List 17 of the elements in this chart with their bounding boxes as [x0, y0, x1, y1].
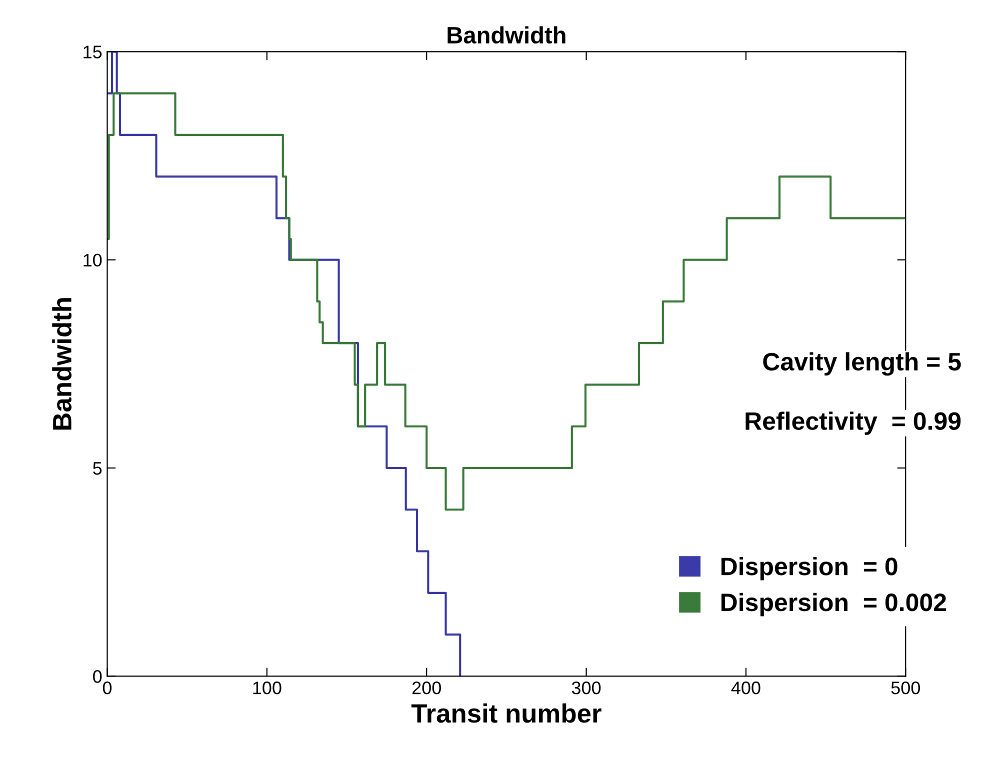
y-tick-label: 0: [93, 670, 102, 683]
x-tick-label: 500: [891, 682, 920, 694]
chart-title: Bandwidth: [448, 26, 566, 44]
y-tick-label: 15: [84, 46, 102, 58]
x-tick-label: 200: [412, 682, 441, 694]
y-axis-title: Bandwidth: [52, 298, 72, 430]
y-tick-label: 10: [84, 254, 102, 267]
x-tick-label: 400: [731, 682, 760, 694]
y-tick-label: 5: [93, 462, 102, 475]
annotation: Reflectivity = 0.99: [746, 412, 961, 435]
x-axis-title: Transit number: [411, 703, 602, 723]
x-tick-label: 300: [572, 682, 601, 694]
x-tick-label: 0: [102, 682, 112, 694]
x-tick-label: 100: [253, 682, 282, 694]
annotation: Cavity length = 5: [763, 352, 961, 376]
legend-label: Dispersion = 0: [721, 556, 898, 580]
legend-label: Dispersion = 0.002: [721, 592, 946, 616]
